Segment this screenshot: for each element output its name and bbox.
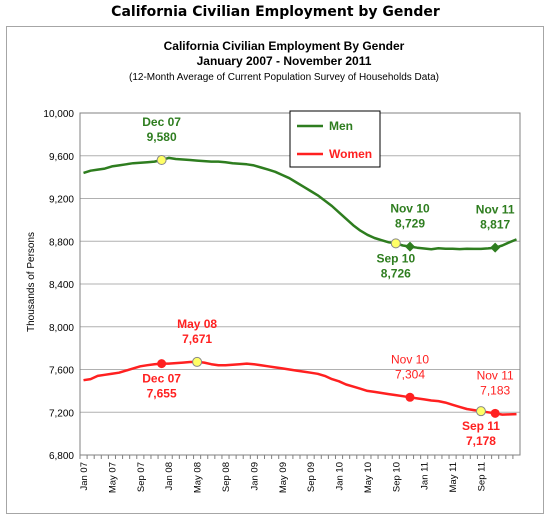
x-tick-label: Jan 10 <box>335 462 346 491</box>
y-tick-label: 8,000 <box>49 323 74 334</box>
y-tick-label: 7,200 <box>49 408 74 419</box>
point-label-value: 7,655 <box>147 387 177 401</box>
highlight-point <box>390 238 401 249</box>
chart-title: California Civilian Employment By Gender <box>164 39 405 53</box>
x-tick-label: Sep 08 <box>221 462 232 492</box>
series-line-women <box>83 360 517 416</box>
point-label-value: 8,726 <box>381 266 411 280</box>
highlight-point <box>192 356 203 367</box>
point-label-date: Dec 07 <box>142 372 181 386</box>
point-label-date: Nov 10 <box>391 352 429 366</box>
point-label-date: Dec 07 <box>142 115 181 129</box>
point-label-value: 9,580 <box>147 130 177 144</box>
chart-frame <box>6 26 544 514</box>
highlight-point <box>156 155 167 166</box>
y-tick-label: 7,600 <box>49 366 74 377</box>
page-title: California Civilian Employment by Gender <box>111 4 440 20</box>
point-label-date: Nov 11 <box>477 368 514 382</box>
chart-note: (12-Month Average of Current Population … <box>129 72 439 83</box>
x-tick-label: Sep 09 <box>306 462 317 492</box>
data-point <box>490 408 500 418</box>
gridlines <box>80 112 520 456</box>
legend-label-women: Women <box>329 147 372 161</box>
diamond-point <box>405 241 415 252</box>
point-label-date: Sep 10 <box>376 251 415 265</box>
series-line-men <box>83 156 517 251</box>
chart-subtitle: January 2007 - November 2011 <box>197 54 372 68</box>
x-tick-label: Sep 07 <box>136 462 147 492</box>
y-tick-label: 8,800 <box>49 237 74 248</box>
axes: 10,000 9,600 9,200 8,800 8,400 8,000 7,600 7,20… <box>43 109 521 493</box>
x-tick-label: May 09 <box>278 462 289 493</box>
x-tick-label: May 08 <box>193 462 204 493</box>
y-tick-label: 6,800 <box>49 451 74 462</box>
x-tick-label: Jan 11 <box>420 462 431 490</box>
x-tick-label: May 11 <box>448 462 459 492</box>
x-tick-label: May 10 <box>363 462 374 493</box>
point-label-date: Sep 11 <box>462 419 500 433</box>
series-lines <box>83 156 517 416</box>
data-point <box>405 392 415 402</box>
x-tick-label: Jan 08 <box>164 462 175 491</box>
y-tick-label: 9,600 <box>49 152 74 163</box>
diamond-point <box>490 242 501 253</box>
point-label-value: 8,729 <box>395 217 425 231</box>
point-label-value: 7,183 <box>480 383 510 397</box>
point-label-date: Nov 11 <box>476 203 515 217</box>
x-tick-label: Jan 09 <box>249 462 260 491</box>
point-label-value: 8,817 <box>480 218 510 232</box>
point-label-date: May 08 <box>177 317 217 331</box>
highlight-point <box>475 406 486 417</box>
legend-box <box>289 110 381 168</box>
y-tick-label: 8,400 <box>49 280 74 291</box>
x-tick-label: May 07 <box>107 462 118 493</box>
y-tick-label: 10,000 <box>43 109 74 120</box>
y-tick-label: 9,200 <box>49 195 74 206</box>
x-tick-label: Jan 07 <box>79 462 90 491</box>
y-axis-label: Thousands of Persons <box>26 232 37 332</box>
x-tick-label: Sep 11 <box>476 462 487 491</box>
legend: Men Women <box>289 110 381 168</box>
point-label-date: Nov 10 <box>390 202 430 216</box>
x-tick-label: Sep 10 <box>391 462 402 492</box>
legend-label-men: Men <box>329 119 353 133</box>
point-label-value: 7,671 <box>182 332 212 346</box>
point-label-value: 7,304 <box>395 367 425 381</box>
data-point <box>157 359 167 369</box>
point-label-value: 7,178 <box>466 434 496 448</box>
